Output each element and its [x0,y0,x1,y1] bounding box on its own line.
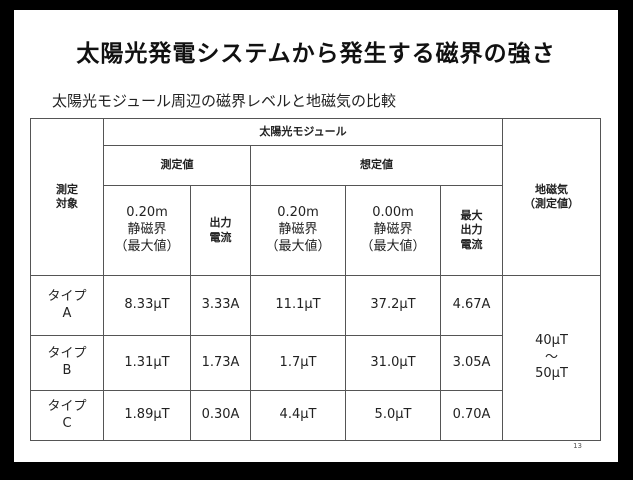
cell-line: 0.20m [126,205,168,221]
cell-line: 0.20m [277,205,319,221]
table-cell: 0.00m 静磁界 （最大値） [345,185,441,276]
table-cell: 3.33A [190,275,251,336]
table-cell: 1.89μT [103,390,191,441]
cell-line: 静磁界 [127,222,167,238]
table-cell: 1.31μT [103,335,191,391]
cell-line: A [62,305,72,321]
cell-line: （最大値） [360,238,426,254]
cell-line: 50μT [535,366,568,382]
table-cell: タイプ B [30,335,104,391]
cell-line: 対象 [56,197,78,210]
cell-line: C [62,415,72,431]
table-cell: 地磁気 （測定値） [502,118,602,276]
cell-line: 出力 [209,216,232,230]
table-cell: タイプ C [30,390,104,441]
slide-title: 太陽光発電システムから発生する磁界の強さ [76,41,556,67]
cell-line: 出力 [460,223,483,237]
slide-subtitle: 太陽光モジュール周辺の磁界レベルと地磁気の比較 [52,92,396,110]
table-cell: 0.30A [190,390,251,441]
cell-line: 0.00m [372,205,414,221]
table-cell: 1.73A [190,335,251,391]
cell-line: タイプ [47,398,87,414]
table-cell: 0.70A [439,390,504,441]
table-cell: 測定 対象 [30,118,104,276]
cell-line: タイプ [47,346,87,362]
cell-line: 測定 [56,182,78,196]
table-cell: 出力 電流 [190,185,251,276]
table-cell: 8.33μT [103,275,191,336]
cell-line: タイプ [47,288,87,304]
cell-line: B [62,363,72,378]
table-cell: 31.0μT [345,335,441,391]
comparison-table: 測定 対象 太陽光モジュール 地磁気 （測定値） 測定値 想定値 0.20m 静磁界 （最大値）出… [30,118,602,441]
table-row: タイプ B 1.31μT 1.73A 1.7μT 31.0μT 3.05A [30,335,601,391]
table-cell: 5.0μT [345,390,441,441]
table-row: 0.20m 静磁界 （最大値） 出力 電流 0.20m 静磁界 （最大値） 0.00m 静磁界 （最… [31,185,601,276]
table-cell: 37.2μT [345,275,441,336]
page-number: 13 [573,442,582,450]
cell-line: （測定値） [524,197,580,210]
table-cell: タイプ A [30,275,104,336]
cell-line: 地磁気 [535,182,569,196]
cell-line: 静磁界 [278,222,318,238]
cell-line: 電流 [460,237,483,251]
cell-line: 最大 [460,209,483,223]
slide: 太陽光発電システムから発生する磁界の強さ 太陽光モジュール周辺の磁界レベルと地磁… [14,10,618,462]
table-cell: 0.20m 静磁界 （最大値） [250,185,346,276]
table-cell: 想定値 [249,145,504,186]
table-cell: 3.05A [439,335,504,391]
cell-line: 静磁界 [373,222,413,238]
table-cell: 4.4μT [250,390,346,441]
table-row: タイプ A 8.33μT 3.33A 11.1μT 37.2μT 4.67A 40μT ～ 50μ… [30,275,602,441]
table-cell: 最大 出力 電流 [439,185,504,276]
cell-line: （最大値） [114,238,180,254]
cell-line: 40μT [535,332,568,348]
table-cell: 測定値 [103,145,251,186]
table-cell: 太陽光モジュール [102,118,504,146]
table-row: 測定値 想定値 [31,145,601,186]
cell-line: ～ [545,349,559,365]
cell-line: 電流 [209,230,232,244]
table-cell: 1.7μT [250,335,346,391]
table-row: 測定 対象 太陽光モジュール 地磁気 （測定値） [30,118,602,276]
table-cell: 4.67A [439,275,504,336]
table-cell: 0.20m 静磁界 （最大値） [103,185,191,276]
table-cell: 40μT ～ 50μT [502,275,602,441]
cell-line: （最大値） [265,238,331,254]
table-row: タイプ C 1.89μT 0.30A 4.4μT 5.0μT 0.70A [30,390,601,441]
table-cell: 11.1μT [250,275,346,336]
